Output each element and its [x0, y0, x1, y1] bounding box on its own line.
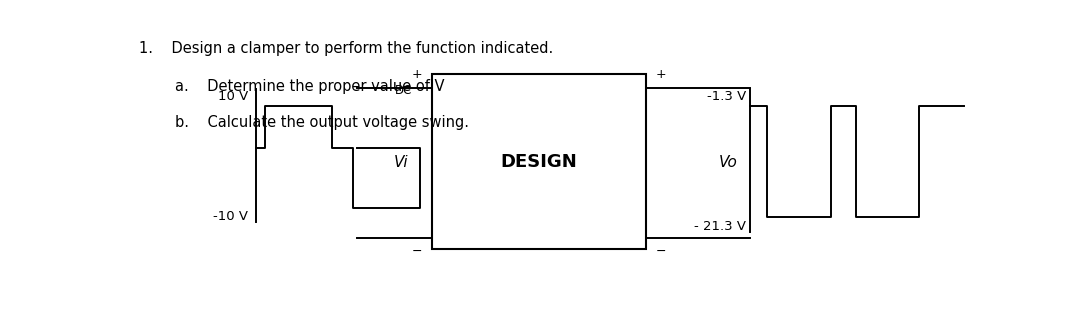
Text: 1.    Design a clamper to perform the function indicated.: 1. Design a clamper to perform the funct… — [139, 42, 553, 56]
Text: - 21.3 V: - 21.3 V — [694, 220, 746, 233]
Text: b.    Calculate the output voltage swing.: b. Calculate the output voltage swing. — [175, 115, 469, 130]
Text: a.    Determine the proper value of V: a. Determine the proper value of V — [175, 79, 445, 94]
Text: DC: DC — [395, 84, 413, 97]
Text: −: − — [411, 245, 422, 258]
Text: -10 V: -10 V — [213, 210, 248, 223]
Text: Vi: Vi — [394, 155, 408, 170]
Text: 10 V: 10 V — [218, 90, 248, 103]
Text: +: + — [411, 68, 422, 81]
Text: +: + — [656, 68, 666, 81]
Text: -1.3 V: -1.3 V — [706, 90, 746, 103]
Bar — [432, 74, 646, 249]
Text: −: − — [656, 245, 666, 258]
Text: DESIGN: DESIGN — [500, 152, 577, 170]
Text: Vo: Vo — [719, 155, 738, 170]
